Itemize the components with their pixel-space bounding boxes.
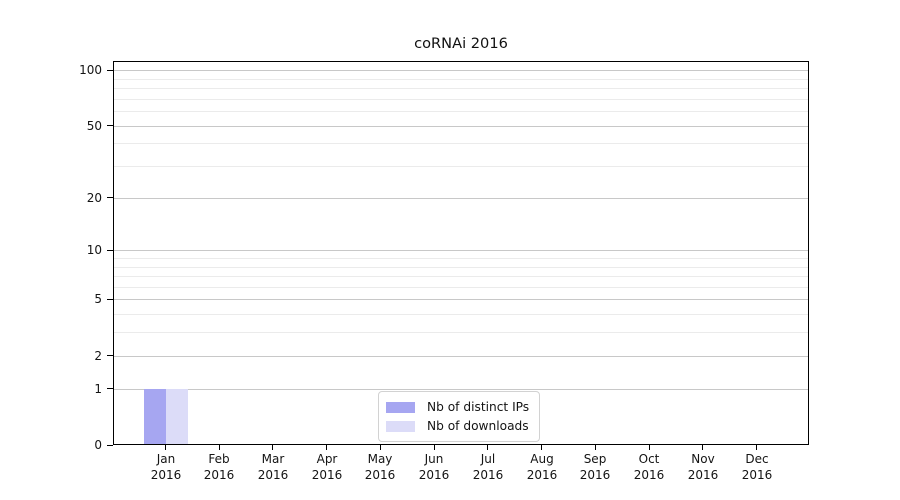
x-tick-mark bbox=[541, 445, 542, 450]
x-tick-label: Jul 2016 bbox=[458, 452, 518, 483]
major-gridline bbox=[114, 250, 808, 251]
x-tick-month: Jun bbox=[424, 452, 444, 466]
minor-gridline bbox=[114, 111, 808, 112]
x-tick-year: 2016 bbox=[418, 467, 450, 482]
minor-gridline bbox=[114, 79, 808, 80]
minor-gridline bbox=[114, 287, 808, 288]
x-tick-label: Nov 2016 bbox=[673, 452, 733, 483]
bar-downloads bbox=[166, 389, 188, 444]
x-tick-month: Feb bbox=[208, 452, 230, 466]
x-tick-mark bbox=[380, 445, 381, 450]
legend-label-downloads: Nb of downloads bbox=[427, 419, 529, 433]
x-tick-year: 2016 bbox=[203, 467, 235, 482]
x-tick-month: Oct bbox=[638, 452, 660, 466]
y-tick-mark bbox=[107, 125, 113, 126]
x-tick-month: Sep bbox=[583, 452, 607, 466]
minor-gridline bbox=[114, 276, 808, 277]
x-tick-year: 2016 bbox=[311, 467, 343, 482]
y-tick-mark bbox=[107, 355, 113, 356]
x-tick-mark bbox=[702, 445, 703, 450]
x-tick-label: Aug 2016 bbox=[512, 452, 572, 483]
x-tick-year: 2016 bbox=[526, 467, 558, 482]
legend-swatch-distinct-ips-icon bbox=[386, 401, 415, 413]
minor-gridline bbox=[114, 88, 808, 89]
y-tick-mark bbox=[107, 299, 113, 300]
minor-gridline bbox=[114, 258, 808, 259]
y-tick-mark bbox=[107, 70, 113, 71]
x-tick-month: Jan bbox=[156, 452, 176, 466]
x-tick-month: May bbox=[367, 452, 393, 466]
x-tick-year: 2016 bbox=[633, 467, 665, 482]
y-tick-mark bbox=[107, 445, 113, 446]
y-tick-mark bbox=[107, 197, 113, 198]
x-tick-label: Apr 2016 bbox=[297, 452, 357, 483]
minor-gridline bbox=[114, 267, 808, 268]
x-tick-mark bbox=[165, 445, 166, 450]
y-tick-label: 2 bbox=[94, 349, 102, 363]
minor-gridline bbox=[114, 143, 808, 144]
x-tick-month: Apr bbox=[316, 452, 338, 466]
x-tick-mark bbox=[434, 445, 435, 450]
minor-gridline bbox=[114, 166, 808, 167]
legend: Nb of distinct IPs Nb of downloads bbox=[378, 391, 541, 442]
legend-item-downloads: Nb of downloads bbox=[386, 417, 529, 435]
x-tick-label: Jun 2016 bbox=[404, 452, 464, 483]
x-tick-label: Dec 2016 bbox=[727, 452, 787, 483]
x-tick-mark bbox=[219, 445, 220, 450]
x-tick-year: 2016 bbox=[579, 467, 611, 482]
x-tick-label: Jan 2016 bbox=[136, 452, 196, 483]
x-tick-year: 2016 bbox=[150, 467, 182, 482]
x-tick-year: 2016 bbox=[687, 467, 719, 482]
x-tick-mark bbox=[649, 445, 650, 450]
x-tick-month: Jul bbox=[480, 452, 496, 466]
major-gridline bbox=[114, 198, 808, 199]
y-tick-label: 20 bbox=[86, 191, 102, 205]
major-gridline bbox=[114, 299, 808, 300]
plot-frame bbox=[113, 61, 809, 445]
x-tick-year: 2016 bbox=[741, 467, 773, 482]
y-tick-label: 1 bbox=[94, 382, 102, 396]
legend-label-distinct-ips: Nb of distinct IPs bbox=[427, 400, 530, 414]
y-tick-label: 50 bbox=[86, 119, 102, 133]
major-gridline bbox=[114, 70, 808, 71]
y-tick-mark bbox=[107, 250, 113, 251]
x-tick-label: Mar 2016 bbox=[243, 452, 303, 483]
x-tick-mark bbox=[756, 445, 757, 450]
x-tick-year: 2016 bbox=[257, 467, 289, 482]
y-tick-label: 100 bbox=[79, 63, 102, 77]
major-gridline bbox=[114, 389, 808, 390]
minor-gridline bbox=[114, 314, 808, 315]
x-tick-label: Oct 2016 bbox=[619, 452, 679, 483]
x-tick-month: Mar bbox=[261, 452, 285, 466]
minor-gridline bbox=[114, 332, 808, 333]
x-tick-mark bbox=[595, 445, 596, 450]
x-tick-month: Nov bbox=[691, 452, 715, 466]
y-tick-mark bbox=[107, 388, 113, 389]
x-tick-year: 2016 bbox=[364, 467, 396, 482]
y-tick-label: 10 bbox=[86, 243, 102, 257]
x-tick-label: Feb 2016 bbox=[189, 452, 249, 483]
bar-distinct-ips bbox=[144, 389, 166, 444]
x-tick-label: May 2016 bbox=[350, 452, 410, 483]
chart-title: coRNAi 2016 bbox=[414, 35, 508, 52]
x-tick-month: Dec bbox=[745, 452, 769, 466]
x-tick-year: 2016 bbox=[472, 467, 504, 482]
x-tick-mark bbox=[272, 445, 273, 450]
minor-gridline bbox=[114, 99, 808, 100]
x-tick-mark bbox=[487, 445, 488, 450]
major-gridline bbox=[114, 126, 808, 127]
x-tick-month: Aug bbox=[530, 452, 554, 466]
legend-swatch-downloads-icon bbox=[386, 420, 415, 432]
y-tick-label: 0 bbox=[94, 438, 102, 452]
x-tick-label: Sep 2016 bbox=[565, 452, 625, 483]
y-tick-label: 5 bbox=[94, 292, 102, 306]
legend-item-distinct-ips: Nb of distinct IPs bbox=[386, 398, 529, 416]
x-tick-mark bbox=[326, 445, 327, 450]
major-gridline bbox=[114, 356, 808, 357]
